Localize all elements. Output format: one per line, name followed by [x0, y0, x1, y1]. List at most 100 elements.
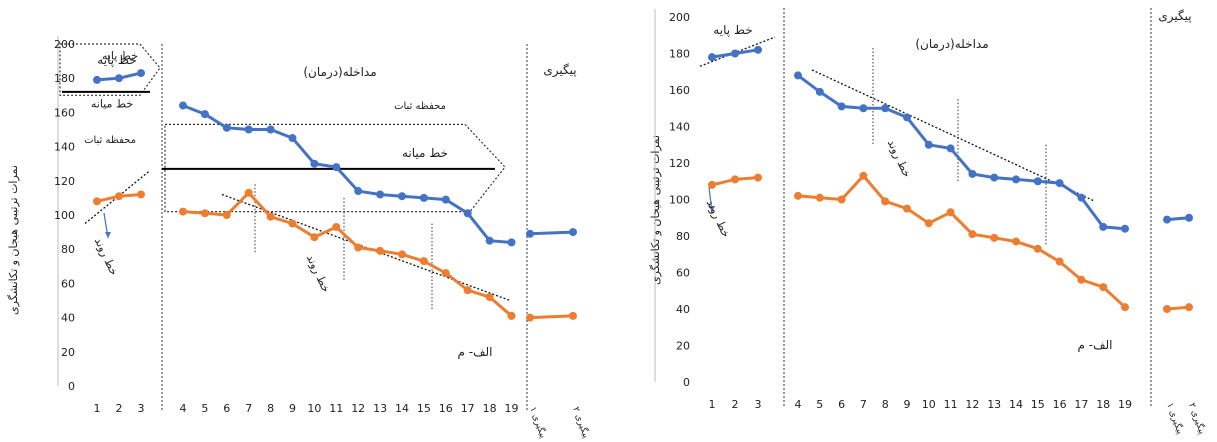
x-tick-label-followup-1: پیگیری ۲	[1186, 401, 1209, 436]
y-tick-label-9: 180	[54, 72, 75, 85]
series-0-point-treatment-9	[990, 173, 999, 182]
x-tick-label-treatment-6: 10	[307, 402, 321, 415]
x-tick-label-treatment-11: 15	[1031, 398, 1045, 411]
series-1-line-treatment	[797, 173, 1127, 309]
series-0-point-treatment-1	[815, 87, 824, 96]
x-tick-label-followup-0: پیگیری ۱	[1164, 401, 1187, 436]
series-0-point-treatment-11	[1033, 177, 1042, 186]
trend-arrowhead-0	[709, 206, 715, 212]
series-0-point-treatment-0	[179, 101, 187, 110]
x-tick-label-treatment-7: 11	[944, 398, 958, 411]
series-0-point-treatment-14	[1099, 222, 1108, 231]
phase-label-baseline: خط پایه	[713, 23, 752, 37]
series-0-point-treatment-8	[968, 169, 977, 178]
series-0	[708, 45, 1193, 233]
y-axis-title: نمرات ترتیبی هیجان و تکانشگری	[649, 135, 662, 285]
x-tick-label-treatment-14: 18	[1096, 398, 1110, 411]
series-1-point-treatment-9	[376, 246, 385, 255]
baseline-median-label: خط میانه	[91, 97, 133, 110]
series-0-point-treatment-3	[859, 104, 868, 113]
y-tick-label-10: 200	[669, 11, 690, 24]
series-0-point-treatment-12	[441, 195, 450, 204]
phase-label-treatment: مداخله(درمان)	[915, 37, 988, 52]
x-tick-label-treatment-15: 19	[505, 402, 519, 415]
x-tick-label-baseline-2: 3	[138, 402, 145, 415]
x-tick-label-treatment-6: 10	[922, 398, 936, 411]
series-1-point-treatment-13	[1077, 275, 1086, 284]
x-tick-label-treatment-9: 13	[373, 402, 387, 415]
series-0	[93, 69, 577, 247]
series-1-point-treatment-0	[179, 207, 187, 216]
series-0-point-treatment-2	[837, 102, 846, 111]
series-1-point-treatment-11	[1033, 244, 1042, 253]
series-1-point-treatment-14	[485, 293, 494, 302]
y-tick-label-2: 40	[676, 303, 690, 316]
x-tick-label-treatment-10: 14	[395, 402, 409, 415]
series-0-point-baseline-1	[731, 49, 739, 58]
series-1-point-treatment-5	[288, 219, 297, 228]
series-0-line-followup	[529, 230, 574, 236]
series-1-point-treatment-10	[1012, 237, 1020, 246]
series-0-point-treatment-14	[485, 236, 494, 245]
x-tick-label-baseline-0: 1	[709, 398, 716, 411]
series-0-point-treatment-10	[1012, 175, 1020, 184]
x-tick-label-treatment-12: 16	[1053, 398, 1067, 411]
series-0-point-baseline-2	[137, 69, 145, 78]
x-tick-label-treatment-2: 6	[223, 402, 230, 415]
series-1-point-treatment-7	[946, 208, 955, 217]
series-1-point-treatment-12	[441, 269, 450, 278]
y-tick-label-0: 0	[683, 376, 690, 389]
y-tick-label-2: 40	[61, 312, 75, 325]
phase-label-followup: پیگیری	[1158, 9, 1191, 24]
treatment-trend-line	[811, 69, 1096, 202]
series-1-point-treatment-4	[266, 212, 275, 221]
series-0-point-treatment-13	[463, 209, 472, 218]
x-tick-label-treatment-4: 8	[267, 402, 274, 415]
x-tick-label-treatment-5: 9	[289, 402, 296, 415]
treatment-stability-envelope	[164, 123, 506, 213]
x-tick-label-treatment-0: 4	[795, 398, 802, 411]
series-1-point-treatment-6	[924, 219, 933, 228]
x-tick-label-treatment-5: 9	[904, 398, 911, 411]
series-0-point-treatment-3	[244, 125, 253, 134]
y-tick-label-6: 120	[54, 175, 75, 188]
y-tick-label-8: 160	[54, 106, 75, 119]
series-1-point-treatment-0	[794, 191, 802, 200]
case-label: الف- م	[1078, 338, 1113, 352]
x-tick-label-treatment-7: 11	[329, 402, 343, 415]
baseline-stability-label: خط پایه	[102, 49, 138, 62]
series-1-point-treatment-1	[200, 209, 209, 218]
series-0-point-baseline-2	[754, 45, 762, 54]
phase-label-treatment: مداخله(درمان)	[303, 65, 376, 80]
x-tick-label-treatment-12: 16	[439, 402, 453, 415]
x-tick-label-treatment-13: 17	[1074, 398, 1088, 411]
series-1-point-baseline-0	[93, 197, 101, 206]
series-0-point-treatment-12	[1055, 179, 1064, 188]
x-tick-label-treatment-9: 13	[987, 398, 1001, 411]
x-tick-label-treatment-1: 5	[201, 402, 208, 415]
phase-label-followup: پیگیری	[543, 63, 576, 78]
x-tick-label-treatment-0: 4	[180, 402, 187, 415]
trend-label-1: خط روند	[885, 138, 914, 180]
baseline-stability-envelope-label: محفظه ثبات	[84, 135, 136, 146]
x-tick-label-treatment-3: 7	[860, 398, 867, 411]
series-1-point-treatment-5	[903, 204, 911, 213]
y-tick-label-4: 80	[61, 243, 75, 256]
series-1-point-baseline-1	[731, 175, 739, 184]
y-tick-label-5: 100	[669, 194, 690, 207]
y-tick-label-3: 60	[61, 277, 75, 290]
series-1-line-treatment	[182, 190, 513, 318]
x-tick-label-treatment-14: 18	[483, 402, 497, 415]
series-1-point-treatment-15	[1121, 303, 1129, 312]
x-tick-label-treatment-8: 12	[351, 402, 365, 415]
y-tick-label-7: 140	[54, 141, 75, 154]
series-0-point-treatment-5	[288, 134, 297, 143]
x-tick-label-treatment-1: 5	[816, 398, 823, 411]
series-0-point-treatment-6	[924, 140, 933, 149]
x-tick-label-baseline-0: 1	[94, 402, 101, 415]
x-tick-label-treatment-8: 12	[965, 398, 979, 411]
series-1-point-followup-1	[1185, 303, 1193, 312]
